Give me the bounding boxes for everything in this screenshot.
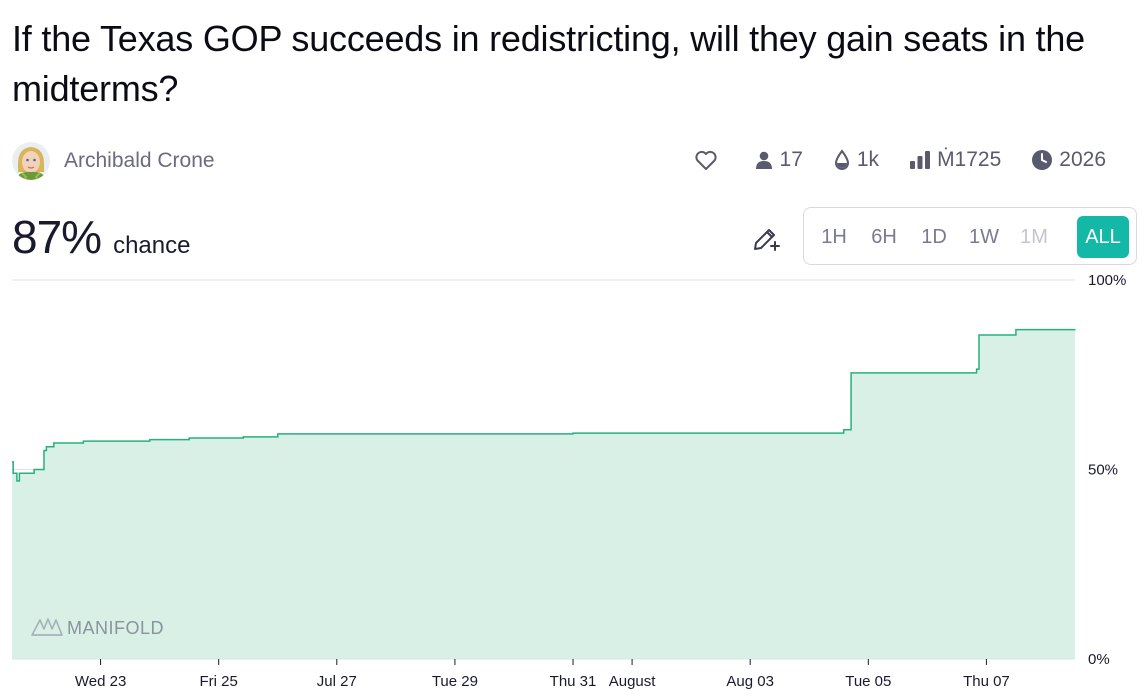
y-tick-label: 0% — [1088, 651, 1110, 668]
x-tick-label: Thu 07 — [963, 673, 1010, 690]
traders-stat[interactable]: 17 — [754, 148, 803, 172]
x-tick-label: Fri 25 — [200, 673, 238, 690]
user-icon — [755, 151, 772, 169]
time-range-1h[interactable]: 1H — [821, 226, 847, 248]
market-title: If the Texas GOP succeeds in redistricti… — [12, 18, 1086, 109]
liquidity-amount: 1k — [856, 148, 880, 171]
close-date-stat[interactable]: 2026 — [1031, 148, 1106, 172]
volume-stat[interactable]: Ṁ1725 — [909, 148, 1001, 172]
probability-area-fill — [12, 329, 1075, 659]
edit-chart-button[interactable] — [750, 222, 782, 254]
volume-amount: Ṁ1725 — [937, 148, 1002, 171]
clock-icon — [1032, 150, 1053, 170]
time-range-selector: 1H 6H 1D 1W 1M ALL — [803, 207, 1137, 265]
heart-icon — [694, 150, 717, 170]
probability-display: 87% chance — [12, 210, 190, 270]
x-tick-label: Jul 27 — [317, 673, 357, 690]
pencil-plus-icon — [754, 229, 780, 251]
y-tick-label: 50% — [1088, 462, 1118, 479]
like-button[interactable] — [694, 149, 724, 171]
time-range-1w[interactable]: 1W — [969, 226, 999, 248]
traders-count: 17 — [779, 148, 803, 171]
x-tick-label: Thu 31 — [550, 673, 597, 690]
x-tick-label: Wed 23 — [75, 673, 126, 690]
chart-area — [12, 328, 1076, 660]
x-tick-label: August — [609, 673, 657, 690]
probability-value: 87% — [12, 211, 102, 263]
probability-line — [12, 328, 1076, 482]
author-row: Archibald Crone 17 1k — [12, 142, 1136, 182]
x-tick-label: Tue 29 — [432, 673, 478, 690]
probability-chart: Wed 23 Fri 25 Jul 27 Tue 29 Thu 31 August Aug … — [12, 272, 1127, 690]
time-range-all[interactable]: ALL — [1077, 216, 1129, 258]
liquidity-stat[interactable]: 1k — [833, 148, 879, 172]
x-tick-label: Tue 05 — [845, 673, 891, 690]
watermark-text: MANIFOLD — [67, 618, 164, 638]
chance-label: chance — [113, 232, 191, 259]
manifold-watermark: MANIFOLD — [31, 618, 164, 638]
x-tick-label: Aug 03 — [726, 673, 774, 690]
chart-ticks: Wed 23 Fri 25 Jul 27 Tue 29 Thu 31 August Aug … — [75, 272, 1127, 690]
author-avatar[interactable] — [12, 142, 50, 180]
time-range-1d[interactable]: 1D — [921, 226, 947, 248]
y-tick-label: 100% — [1088, 272, 1126, 289]
time-range-6h[interactable]: 6H — [871, 226, 897, 248]
time-range-1m: 1M — [1020, 226, 1048, 248]
bar-chart-icon — [910, 151, 931, 169]
market-stats: 17 1k Ṁ1725 2026 — [694, 148, 1106, 172]
droplet-icon — [834, 149, 849, 170]
manifold-logo-icon — [31, 618, 63, 636]
close-year: 2026 — [1059, 148, 1106, 171]
author-name[interactable]: Archibald Crone — [64, 149, 215, 172]
